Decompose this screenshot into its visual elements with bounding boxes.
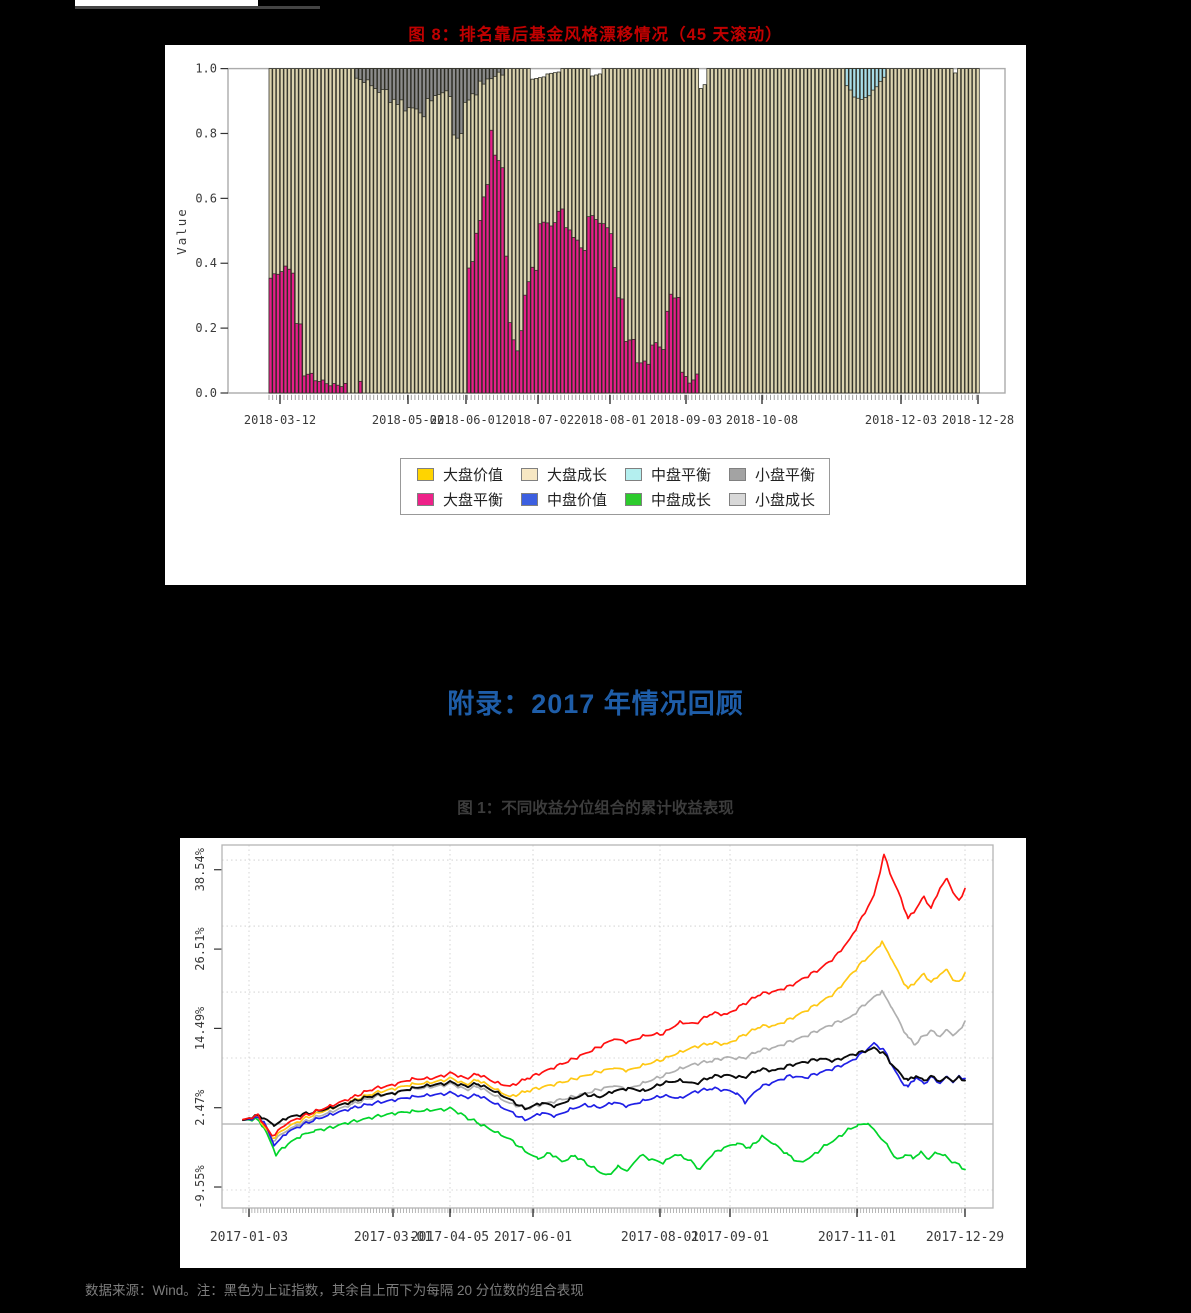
- svg-text:-9.55%: -9.55%: [193, 1165, 207, 1209]
- svg-text:2017-12-29: 2017-12-29: [926, 1230, 1004, 1245]
- data-source-note: 数据来源：Wind。注：黑色为上证指数，其余自上而下为每隔 20 分位数的组合表…: [85, 1283, 584, 1298]
- svg-text:0.4: 0.4: [195, 256, 217, 270]
- figure8-title: 图 8：排名靠后基金风格漂移情况（45 天滚动）: [408, 26, 783, 44]
- legend-item: 大盘价值: [407, 464, 511, 485]
- svg-text:2018-06-01: 2018-06-01: [430, 413, 502, 427]
- legend-label: 中盘平衡: [651, 466, 712, 484]
- figure1-caption: 图 1：不同收益分位组合的累计收益表现: [457, 800, 734, 817]
- legend-swatch-icon: [521, 492, 538, 506]
- svg-text:2017-06-01: 2017-06-01: [494, 1230, 572, 1245]
- svg-text:1.0: 1.0: [195, 62, 217, 76]
- legend-label: 大盘成长: [547, 466, 608, 484]
- svg-text:2018-07-02: 2018-07-02: [502, 413, 574, 427]
- series-分位组合4(蓝): [242, 1041, 966, 1147]
- legend-swatch-icon: [729, 467, 746, 481]
- series-分位组合1(红·最高): [242, 853, 966, 1137]
- y-axis-title: Value: [174, 207, 189, 255]
- style-drift-stacked-bar-chart: 1.0 0.8 0.6 0.4 0.2 0.0 Value 2018-03-12 2018-05…: [165, 45, 1026, 585]
- appendix-heading: 附录：2017 年情况回顾: [447, 689, 744, 719]
- svg-text:2017-03-01: 2017-03-01: [354, 1230, 432, 1245]
- series-上证指数(黑): [242, 1046, 966, 1127]
- legend-item: 中盘价值: [511, 489, 615, 510]
- svg-text:2.47%: 2.47%: [193, 1089, 207, 1126]
- y-axis: 1.0 0.8 0.6 0.4 0.2 0.0: [195, 62, 228, 400]
- svg-text:2018-10-08: 2018-10-08: [726, 413, 798, 427]
- svg-text:2017-09-01: 2017-09-01: [691, 1230, 769, 1245]
- svg-text:2018-08-01: 2018-08-01: [574, 413, 646, 427]
- legend-label: 大盘平衡: [443, 491, 504, 509]
- top-fragment: [75, 0, 320, 9]
- legend-swatch-icon: [625, 467, 642, 481]
- series-分位组合5(绿·最低): [242, 1106, 966, 1176]
- series-分位组合3(灰): [242, 989, 966, 1142]
- svg-text:2018-05-02: 2018-05-02: [372, 413, 444, 427]
- legend-swatch-icon: [521, 467, 538, 481]
- legend-swatch-icon: [729, 492, 746, 506]
- svg-text:2017-08-01: 2017-08-01: [621, 1230, 699, 1245]
- legend-item: 小盘平衡: [719, 464, 823, 485]
- legend-label: 中盘成长: [651, 491, 712, 509]
- legend-item: 大盘成长: [511, 464, 615, 485]
- y-axis: 38.54% 26.51% 14.49% 2.47% -9.55%: [193, 847, 222, 1209]
- figure8-legend: 大盘价值 大盘成长 中盘平衡 小盘平衡大盘平衡 中盘价值 中盘成长 小盘成长: [400, 458, 830, 515]
- cumulative-return-line-chart: 38.54%26.51%14.49%2.47%-9.55%2017-01-03 2…: [180, 838, 1026, 1268]
- svg-text:14.49%: 14.49%: [193, 1006, 207, 1050]
- top-fragment-underline: [75, 6, 320, 9]
- svg-text:0.8: 0.8: [195, 126, 217, 140]
- svg-text:38.54%: 38.54%: [193, 847, 207, 891]
- figure8-chart-panel: 1.0 0.8 0.6 0.4 0.2 0.0 Value 2018-03-12 2018-05…: [165, 45, 1026, 585]
- svg-text:2018-12-03: 2018-12-03: [865, 413, 937, 427]
- legend-label: 小盘平衡: [755, 466, 816, 484]
- svg-text:2018-09-03: 2018-09-03: [650, 413, 722, 427]
- plot-frame: [221, 844, 994, 1209]
- figure1-chart-panel: 38.54% 26.51% 14.49% 2.47% -9.55% 2017-01-03 2…: [180, 838, 1026, 1268]
- legend-item: 中盘成长: [615, 489, 719, 510]
- stacked-bars: [268, 68, 980, 394]
- svg-text:2018-03-12: 2018-03-12: [244, 413, 316, 427]
- legend-item: 中盘平衡: [615, 464, 719, 485]
- svg-text:26.51%: 26.51%: [193, 927, 207, 971]
- gridlines: [222, 845, 993, 1208]
- svg-text:2017-04-05: 2017-04-05: [411, 1230, 489, 1245]
- legend-swatch-icon: [625, 492, 642, 506]
- svg-text:0.2: 0.2: [195, 321, 217, 335]
- svg-text:0.6: 0.6: [195, 191, 217, 205]
- svg-text:2017-01-03: 2017-01-03: [210, 1230, 288, 1245]
- legend-label: 中盘价值: [547, 491, 608, 509]
- svg-text:2017-11-01: 2017-11-01: [818, 1230, 896, 1245]
- legend-label: 大盘价值: [443, 466, 504, 484]
- svg-text:2018-12-28: 2018-12-28: [942, 413, 1014, 427]
- svg-text:0.0: 0.0: [195, 386, 217, 400]
- legend-item: 大盘平衡: [407, 489, 511, 510]
- legend-swatch-icon: [417, 467, 434, 481]
- legend-label: 小盘成长: [755, 491, 816, 509]
- legend-swatch-icon: [417, 492, 434, 506]
- legend-item: 小盘成长: [719, 489, 823, 510]
- series-lines: [242, 853, 966, 1176]
